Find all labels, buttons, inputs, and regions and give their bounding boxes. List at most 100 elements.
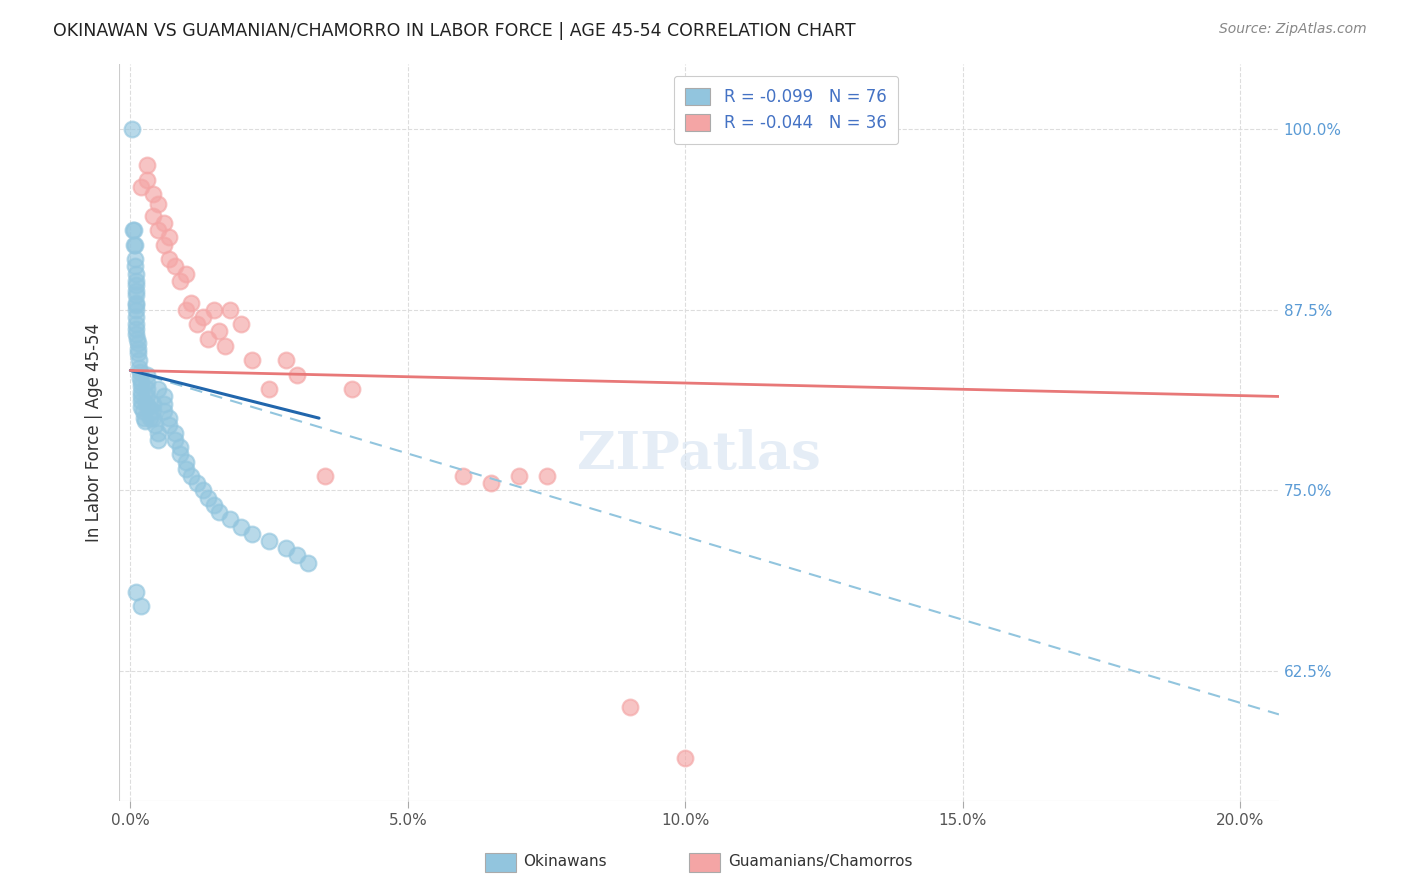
- Point: [142, 411, 165, 425]
- Point: [169, 274, 191, 288]
- Point: [274, 541, 297, 556]
- Point: [131, 389, 153, 403]
- Point: [231, 519, 253, 533]
- Point: [132, 411, 155, 425]
- Text: Guamanians/Chamorros: Guamanians/Chamorros: [728, 855, 912, 869]
- Point: [191, 310, 214, 324]
- Point: [124, 252, 146, 267]
- Point: [124, 237, 146, 252]
- Point: [136, 400, 159, 414]
- Point: [128, 360, 150, 375]
- Legend: R = -0.099   N = 76, R = -0.044   N = 36: R = -0.099 N = 76, R = -0.044 N = 36: [673, 76, 898, 145]
- Point: [169, 440, 191, 454]
- Point: [128, 353, 150, 368]
- Point: [131, 385, 153, 400]
- Point: [134, 414, 156, 428]
- Point: [174, 454, 197, 468]
- Text: Okinawans: Okinawans: [523, 855, 606, 869]
- Point: [136, 375, 159, 389]
- Point: [131, 400, 153, 414]
- Point: [197, 491, 219, 505]
- Point: [136, 382, 159, 396]
- Point: [174, 302, 197, 317]
- Point: [146, 433, 169, 447]
- Point: [274, 353, 297, 368]
- Point: [131, 599, 153, 613]
- Point: [453, 469, 475, 483]
- Point: [142, 209, 165, 223]
- Point: [257, 382, 280, 396]
- Point: [186, 317, 208, 331]
- Point: [125, 295, 148, 310]
- Point: [125, 584, 148, 599]
- Point: [152, 389, 174, 403]
- Point: [157, 411, 180, 425]
- Point: [125, 288, 148, 302]
- Point: [191, 483, 214, 498]
- Point: [180, 469, 202, 483]
- Point: [152, 397, 174, 411]
- Point: [139, 411, 162, 425]
- Point: [157, 252, 180, 267]
- Point: [202, 498, 225, 512]
- Point: [125, 321, 148, 335]
- Point: [157, 230, 180, 244]
- Point: [127, 346, 149, 360]
- Point: [219, 512, 242, 526]
- Point: [197, 332, 219, 346]
- Point: [131, 180, 153, 194]
- Point: [125, 327, 148, 342]
- Point: [125, 298, 148, 312]
- Point: [131, 393, 153, 408]
- Point: [146, 382, 169, 396]
- Point: [122, 223, 145, 237]
- Point: [131, 379, 153, 393]
- Point: [136, 368, 159, 382]
- Point: [186, 476, 208, 491]
- Point: [125, 278, 148, 293]
- Point: [143, 418, 166, 433]
- Point: [508, 469, 530, 483]
- Point: [125, 332, 148, 346]
- Point: [124, 260, 146, 274]
- Point: [163, 425, 186, 440]
- Point: [673, 751, 696, 765]
- Point: [127, 336, 149, 351]
- Point: [136, 158, 159, 172]
- Point: [314, 469, 336, 483]
- Point: [152, 216, 174, 230]
- Point: [131, 404, 153, 418]
- Point: [125, 284, 148, 298]
- Point: [146, 425, 169, 440]
- Point: [136, 389, 159, 403]
- Point: [174, 461, 197, 475]
- Point: [127, 342, 149, 356]
- Point: [297, 556, 319, 570]
- Point: [125, 267, 148, 281]
- Point: [242, 526, 264, 541]
- Point: [214, 339, 236, 353]
- Text: OKINAWAN VS GUAMANIAN/CHAMORRO IN LABOR FORCE | AGE 45-54 CORRELATION CHART: OKINAWAN VS GUAMANIAN/CHAMORRO IN LABOR …: [53, 22, 856, 40]
- Point: [146, 197, 169, 211]
- Point: [146, 223, 169, 237]
- Point: [152, 237, 174, 252]
- Point: [125, 310, 148, 324]
- Point: [163, 433, 186, 447]
- Point: [136, 172, 159, 186]
- Point: [479, 476, 502, 491]
- Point: [285, 549, 308, 563]
- Point: [121, 122, 143, 136]
- Point: [163, 260, 186, 274]
- Point: [122, 223, 145, 237]
- Point: [142, 187, 165, 202]
- Point: [128, 365, 150, 379]
- Point: [208, 505, 231, 519]
- Point: [202, 302, 225, 317]
- Point: [129, 370, 152, 384]
- Point: [142, 397, 165, 411]
- Point: [131, 375, 153, 389]
- Point: [174, 267, 197, 281]
- Point: [157, 418, 180, 433]
- Point: [169, 447, 191, 461]
- Point: [219, 302, 242, 317]
